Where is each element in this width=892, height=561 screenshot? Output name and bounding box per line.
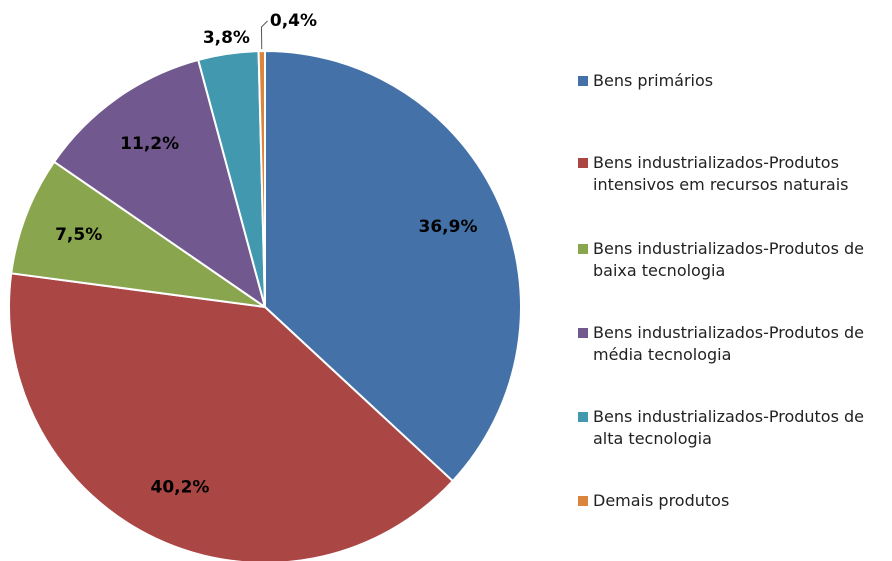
pie-slice bbox=[264, 49, 522, 483]
legend-item: Bens industrializados-Produtos intensivo… bbox=[578, 152, 890, 196]
legend-label: Bens industrializados-Produtos de baixa … bbox=[593, 239, 865, 280]
data-label: 40,2% bbox=[150, 478, 209, 498]
pie-slice bbox=[8, 272, 455, 561]
data-label: 36,9% bbox=[419, 217, 478, 237]
pie-slice bbox=[10, 160, 266, 308]
data-label: 11,2% bbox=[120, 134, 179, 154]
legend-item: Bens industrializados-Produtos de alta t… bbox=[578, 406, 890, 450]
pie-area: 36,9% 40,2% 7,5% 11,2% 3,8% 0,4% bbox=[8, 11, 522, 561]
legend-item: Bens primários bbox=[578, 70, 890, 92]
legend-swatch bbox=[578, 158, 588, 168]
legend-swatch bbox=[578, 328, 588, 338]
legend-item: Bens industrializados-Produtos de baixa … bbox=[578, 238, 890, 282]
legend-swatch bbox=[578, 244, 588, 254]
legend-item: Bens industrializados-Produtos de média … bbox=[578, 322, 890, 366]
data-label: 7,5% bbox=[55, 225, 102, 245]
data-label: 3,8% bbox=[203, 28, 250, 48]
legend-label: Demais produtos bbox=[593, 491, 730, 510]
legend-label: Bens primários bbox=[593, 71, 714, 90]
data-label: 0,4% bbox=[270, 11, 317, 31]
legend-swatch bbox=[578, 496, 588, 506]
legend-item: Demais produtos bbox=[578, 490, 890, 512]
legend-label: Bens industrializados-Produtos de alta t… bbox=[593, 407, 865, 448]
legend-swatch bbox=[578, 76, 588, 86]
legend-label: Bens industrializados-Produtos de média … bbox=[593, 323, 865, 364]
pie-slice bbox=[257, 49, 266, 308]
legend-label: Bens industrializados-Produtos intensivo… bbox=[593, 153, 849, 194]
leader-line bbox=[260, 20, 268, 50]
legend-swatch bbox=[578, 412, 588, 422]
pie-slice bbox=[52, 58, 267, 310]
